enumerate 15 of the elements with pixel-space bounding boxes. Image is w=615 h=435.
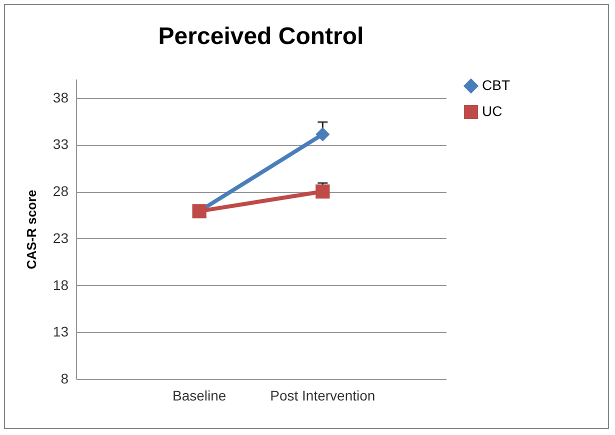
- y-tick-label: 13: [52, 324, 69, 340]
- chart-title: Perceived Control: [158, 23, 364, 50]
- y-tick-label: 28: [52, 183, 69, 199]
- y-tick-label: 18: [52, 276, 69, 293]
- y-axis-title: CAS-R score: [24, 190, 39, 270]
- y-tick-label: 38: [52, 89, 69, 106]
- y-tick-label: 33: [52, 136, 69, 152]
- legend-label: CBT: [482, 77, 510, 93]
- y-tick-label: 8: [60, 370, 69, 386]
- legend-label: UC: [482, 103, 502, 119]
- point: [316, 127, 330, 142]
- y-tick-label: 23: [52, 230, 69, 246]
- point: [316, 184, 330, 199]
- x-tick-label: Post Intervention: [270, 388, 376, 404]
- x-tick-label: Baseline: [172, 388, 226, 404]
